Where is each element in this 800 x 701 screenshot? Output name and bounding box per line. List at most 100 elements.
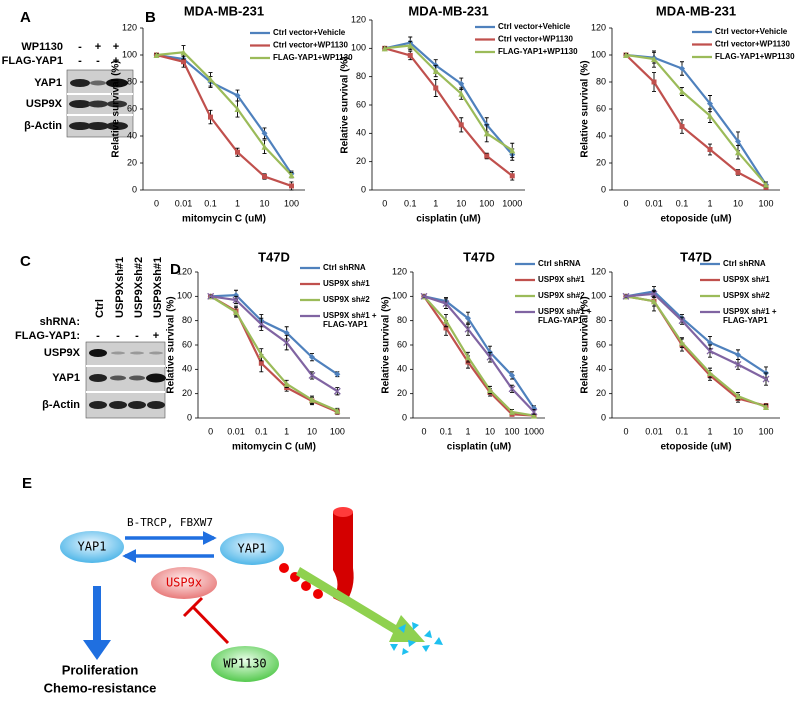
panel-label: B [145, 9, 156, 26]
marker [207, 292, 215, 300]
band [109, 401, 127, 409]
band [89, 401, 107, 409]
marker [234, 106, 241, 112]
x-tick-label: 0 [623, 198, 628, 208]
y-tick-label: 40 [596, 364, 606, 374]
lane-label: USP9Xsh#2 [133, 257, 145, 318]
phospho-dot [279, 563, 289, 573]
marker [483, 130, 490, 137]
marker [622, 292, 630, 300]
sign: + [113, 55, 119, 67]
marker [257, 320, 265, 328]
x-axis-label: cisplatin (uM) [416, 214, 480, 225]
series-line [625, 53, 767, 186]
band [69, 100, 91, 108]
legend-label: USP9X sh#1 + FLAG-YAP1 [538, 307, 594, 325]
sign: + [113, 41, 119, 53]
phospho-dot [301, 581, 311, 591]
y-tick-label: 60 [596, 339, 606, 349]
row-label: USP9X [44, 347, 81, 359]
band [130, 351, 144, 355]
band [149, 351, 163, 355]
y-tick-label: 0 [132, 184, 137, 194]
y-tick-label: 40 [356, 128, 366, 138]
x-tick-label: 10 [456, 198, 466, 208]
legend-label: USP9X sh#1 + FLAG-YAP1 [723, 307, 779, 325]
legend-label: Ctrl shRNA [323, 263, 366, 272]
y-tick-label: 60 [127, 103, 137, 113]
series-line [210, 295, 338, 412]
marker [707, 369, 713, 376]
inhibition-line [191, 605, 230, 645]
y-tick-label: 80 [397, 315, 407, 325]
y-tick-label: 80 [596, 76, 606, 86]
legend-label: FLAG-YAP1+WP1130 [498, 47, 578, 56]
marker [487, 387, 493, 394]
x-axis-label: mitomycin C (uM) [182, 214, 266, 225]
y-tick-label: 100 [351, 43, 366, 53]
x-tick-label: 1000 [524, 426, 544, 436]
panel-label: C [20, 253, 31, 270]
band [88, 100, 108, 108]
x-tick-label: 0 [154, 198, 159, 208]
marker [420, 292, 428, 300]
legend-label: Ctrl vector+Vehicle [273, 28, 346, 37]
row-header: FLAG-YAP1: [15, 330, 80, 342]
chart-title: T47D [463, 249, 495, 264]
sign: - [116, 330, 120, 342]
node [151, 567, 217, 599]
marker [762, 375, 770, 383]
y-tick-label: 100 [122, 49, 137, 59]
series-line [210, 293, 338, 376]
band [70, 79, 90, 87]
x-tick-label: 0.1 [676, 198, 689, 208]
marker [407, 52, 413, 58]
band [146, 373, 166, 383]
marker [707, 147, 713, 152]
marker [484, 153, 490, 159]
marker [735, 138, 741, 145]
lane-label: USP9Xsh#1 [152, 257, 164, 318]
y-tick-label: 60 [356, 99, 366, 109]
y-tick-label: 60 [596, 103, 606, 113]
legend-label: Ctrl vector+WP1130 [498, 35, 573, 44]
x-tick-label: 1 [707, 198, 712, 208]
x-tick-label: 0.01 [227, 426, 245, 436]
lane-label: USP9Xsh#1 [114, 257, 126, 318]
series-line [210, 295, 338, 393]
series-line [423, 295, 535, 417]
x-tick-label: 100 [330, 426, 345, 436]
sign: + [95, 41, 101, 53]
y-tick-label: 120 [591, 266, 606, 276]
y-axis-label: Relative survival (%) [340, 56, 351, 153]
y-tick-label: 40 [397, 364, 407, 374]
y-tick-label: 20 [397, 388, 407, 398]
y-tick-label: 120 [392, 266, 407, 276]
node-label: USP9x [166, 576, 202, 590]
x-tick-label: 100 [758, 426, 773, 436]
x-tick-label: 0.01 [645, 426, 663, 436]
series-line [156, 53, 292, 187]
node-label: YAP1 [78, 540, 107, 554]
y-tick-label: 80 [596, 315, 606, 325]
series-line [625, 295, 767, 409]
marker [465, 315, 471, 322]
marker [735, 149, 741, 156]
x-tick-label: 0.01 [645, 198, 663, 208]
lane-label: Ctrl [94, 299, 106, 318]
marker [486, 353, 494, 361]
treatment-label: WP1130 [21, 41, 63, 53]
legend-label: Ctrl vector+Vehicle [715, 27, 788, 36]
inhibition-bar [182, 596, 204, 618]
marker [381, 45, 388, 52]
legend-label: USP9X sh#1 [538, 275, 585, 284]
band [87, 122, 109, 130]
sign: - [135, 330, 139, 342]
marker [407, 42, 414, 49]
legend-label: Ctrl vector+WP1130 [273, 41, 348, 50]
y-axis-label: Relative survival (%) [166, 296, 177, 393]
y-tick-label: 20 [182, 388, 192, 398]
x-tick-label: 10 [733, 426, 743, 436]
marker [679, 339, 685, 346]
y-tick-label: 60 [397, 339, 407, 349]
